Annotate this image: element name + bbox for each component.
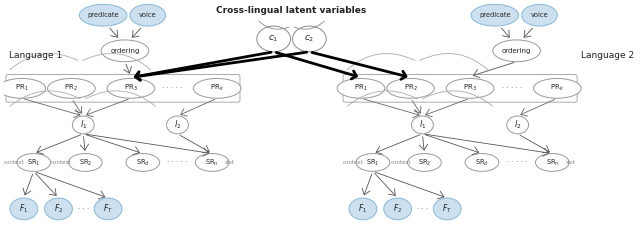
Ellipse shape bbox=[126, 153, 159, 171]
Text: $F_1$: $F_1$ bbox=[19, 203, 28, 215]
Text: PR$_k$: PR$_k$ bbox=[550, 83, 564, 94]
Text: $l_2$: $l_2$ bbox=[173, 119, 181, 131]
Ellipse shape bbox=[130, 4, 166, 26]
Text: Language 2: Language 2 bbox=[580, 51, 634, 60]
Ellipse shape bbox=[193, 78, 241, 98]
Ellipse shape bbox=[10, 198, 38, 220]
Ellipse shape bbox=[465, 153, 499, 171]
Text: SR$_d$: SR$_d$ bbox=[136, 157, 150, 168]
Text: · · · · ·: · · · · · bbox=[506, 160, 527, 165]
Text: SR$_2$: SR$_2$ bbox=[418, 157, 431, 168]
Ellipse shape bbox=[337, 78, 385, 98]
Text: predicate: predicate bbox=[479, 12, 511, 18]
Text: $F_2$: $F_2$ bbox=[54, 203, 63, 215]
Ellipse shape bbox=[507, 116, 529, 134]
Ellipse shape bbox=[412, 116, 433, 134]
Ellipse shape bbox=[17, 153, 51, 171]
Text: PR$_2$: PR$_2$ bbox=[65, 83, 78, 94]
Ellipse shape bbox=[292, 26, 326, 52]
Text: SR$_1$: SR$_1$ bbox=[366, 157, 380, 168]
Text: · · · · ·: · · · · · bbox=[168, 160, 188, 165]
Ellipse shape bbox=[68, 153, 102, 171]
Text: SR$_1$: SR$_1$ bbox=[27, 157, 40, 168]
Text: SR$_2$: SR$_2$ bbox=[79, 157, 92, 168]
Text: PR$_1$: PR$_1$ bbox=[15, 83, 29, 94]
Text: PR$_2$: PR$_2$ bbox=[404, 83, 417, 94]
Text: ordering: ordering bbox=[110, 48, 140, 54]
Text: Language 1: Language 1 bbox=[9, 51, 62, 60]
Ellipse shape bbox=[534, 78, 581, 98]
Ellipse shape bbox=[408, 153, 441, 171]
Text: context: context bbox=[342, 160, 364, 165]
Text: PR$_k$: PR$_k$ bbox=[210, 83, 224, 94]
Text: slot: slot bbox=[225, 160, 235, 165]
Ellipse shape bbox=[79, 4, 127, 26]
Text: $l_1$: $l_1$ bbox=[79, 119, 87, 131]
Text: ordering: ordering bbox=[502, 48, 531, 54]
Ellipse shape bbox=[101, 40, 148, 62]
Ellipse shape bbox=[257, 26, 291, 52]
Text: context: context bbox=[390, 160, 411, 165]
Text: voice: voice bbox=[139, 12, 157, 18]
Ellipse shape bbox=[446, 78, 494, 98]
Ellipse shape bbox=[107, 78, 155, 98]
Text: $l_2$: $l_2$ bbox=[514, 119, 522, 131]
Ellipse shape bbox=[195, 153, 229, 171]
Ellipse shape bbox=[522, 4, 557, 26]
Text: context: context bbox=[4, 160, 24, 165]
Ellipse shape bbox=[349, 198, 377, 220]
Text: PR$_1$: PR$_1$ bbox=[354, 83, 368, 94]
Text: SR$_n$: SR$_n$ bbox=[545, 157, 559, 168]
Text: voice: voice bbox=[531, 12, 548, 18]
Text: $F_2$: $F_2$ bbox=[393, 203, 403, 215]
Text: PR$_3$: PR$_3$ bbox=[463, 83, 477, 94]
Text: · · · · ·: · · · · · bbox=[502, 85, 522, 91]
Ellipse shape bbox=[45, 198, 72, 220]
Text: Cross-lingual latent variables: Cross-lingual latent variables bbox=[216, 6, 367, 15]
Ellipse shape bbox=[0, 78, 45, 98]
Text: $F_1$: $F_1$ bbox=[358, 203, 367, 215]
Text: predicate: predicate bbox=[87, 12, 119, 18]
Ellipse shape bbox=[493, 40, 540, 62]
Ellipse shape bbox=[356, 153, 390, 171]
Ellipse shape bbox=[166, 116, 188, 134]
Text: PR$_3$: PR$_3$ bbox=[124, 83, 138, 94]
Ellipse shape bbox=[387, 78, 435, 98]
Ellipse shape bbox=[47, 78, 95, 98]
Text: $F_T$: $F_T$ bbox=[103, 203, 113, 215]
Text: $l_1$: $l_1$ bbox=[419, 119, 426, 131]
Text: SR$_d$: SR$_d$ bbox=[475, 157, 489, 168]
Text: · · ·: · · · bbox=[417, 206, 428, 212]
Text: · · · · ·: · · · · · bbox=[163, 85, 182, 91]
Text: $c_2$: $c_2$ bbox=[304, 34, 314, 44]
Ellipse shape bbox=[94, 198, 122, 220]
Ellipse shape bbox=[536, 153, 569, 171]
Ellipse shape bbox=[471, 4, 518, 26]
Text: $c_1$: $c_1$ bbox=[268, 34, 279, 44]
Ellipse shape bbox=[433, 198, 461, 220]
Ellipse shape bbox=[72, 116, 94, 134]
Text: slot: slot bbox=[565, 160, 575, 165]
Ellipse shape bbox=[384, 198, 412, 220]
Text: SR$_n$: SR$_n$ bbox=[205, 157, 219, 168]
Text: context: context bbox=[51, 160, 72, 165]
Text: · · ·: · · · bbox=[77, 206, 89, 212]
Text: $F_T$: $F_T$ bbox=[442, 203, 452, 215]
